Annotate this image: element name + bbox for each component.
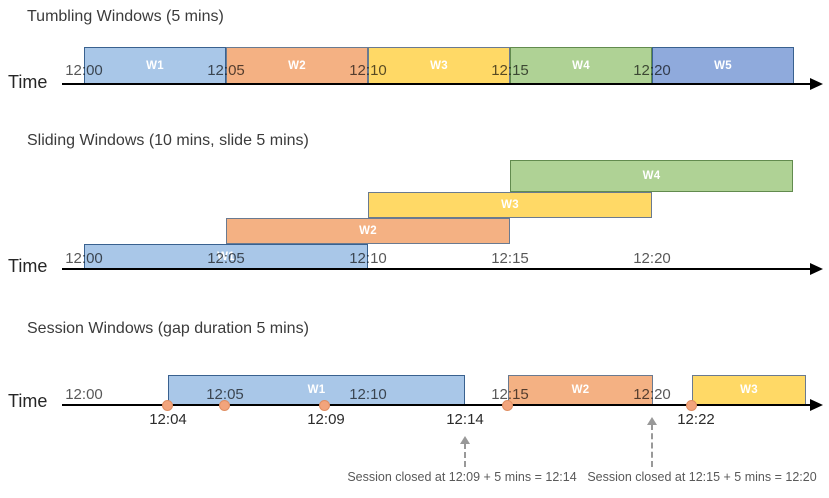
tumbling-axis-arrowhead-icon bbox=[810, 78, 823, 90]
window-label: W1 bbox=[307, 384, 326, 396]
window-w1: W1 bbox=[84, 244, 368, 269]
window-w2: W2 bbox=[508, 375, 653, 405]
tumbling-section-title: Tumbling Windows (5 mins) bbox=[27, 8, 224, 25]
window-label: W4 bbox=[572, 59, 590, 72]
session-closed-annotation: Session closed at 12:15 + 5 mins = 12:20 bbox=[587, 470, 817, 484]
window-label: W1 bbox=[146, 59, 164, 72]
sliding-time-axis-label: Time bbox=[8, 256, 48, 276]
callout-arrowhead-icon bbox=[647, 417, 657, 425]
sliding-time-axis-line bbox=[62, 268, 812, 270]
window-label: W3 bbox=[430, 59, 448, 72]
window-w5: W5 bbox=[652, 47, 794, 84]
time-tick-label: 12:15 bbox=[491, 250, 529, 267]
callout-arrow-stem bbox=[464, 443, 466, 467]
session-section-title: Session Windows (gap duration 5 mins) bbox=[27, 320, 309, 337]
session-time-axis-label: Time bbox=[8, 391, 48, 411]
window-w3: W3 bbox=[692, 375, 806, 405]
window-label: W2 bbox=[359, 225, 377, 237]
time-tick-label: 12:05 bbox=[207, 250, 245, 267]
window-w4: W4 bbox=[510, 160, 793, 192]
callout-arrow-stem bbox=[651, 424, 653, 467]
event-dot bbox=[162, 400, 173, 411]
time-tick-label: 12:05 bbox=[207, 62, 245, 79]
event-dot bbox=[502, 400, 513, 411]
time-tick-label: 12:00 bbox=[65, 62, 103, 79]
event-dot bbox=[219, 400, 230, 411]
window-label: W1 bbox=[217, 250, 235, 263]
window-w3: W3 bbox=[368, 192, 652, 218]
time-tick-label: 12:00 bbox=[65, 386, 103, 403]
time-tick-label: 12:00 bbox=[65, 250, 103, 267]
session-axis-arrowhead-icon bbox=[810, 399, 823, 411]
window-w4: W4 bbox=[510, 47, 652, 84]
window-label: W5 bbox=[714, 59, 732, 72]
event-time-label: 12:04 bbox=[149, 411, 187, 428]
window-label: W2 bbox=[288, 59, 306, 72]
event-dot bbox=[686, 400, 697, 411]
window-label: W3 bbox=[501, 199, 519, 211]
window-w1: W1 bbox=[84, 47, 226, 84]
time-tick-label: 12:20 bbox=[633, 62, 671, 79]
time-tick-label: 12:05 bbox=[206, 386, 244, 403]
event-dot bbox=[319, 400, 330, 411]
window-w2: W2 bbox=[226, 218, 510, 244]
time-tick-label: 12:15 bbox=[491, 386, 529, 403]
window-label: W4 bbox=[642, 170, 661, 182]
session-time-axis-line bbox=[62, 404, 812, 406]
tumbling-time-axis-line bbox=[62, 83, 812, 85]
tumbling-time-axis-label: Time bbox=[8, 72, 48, 92]
callout-arrowhead-icon bbox=[460, 436, 470, 444]
event-time-label: 12:14 bbox=[446, 411, 484, 428]
event-time-label: 12:09 bbox=[307, 411, 345, 428]
time-tick-label: 12:10 bbox=[349, 250, 387, 267]
window-label: W2 bbox=[571, 384, 590, 396]
time-tick-label: 12:15 bbox=[491, 62, 529, 79]
time-tick-label: 12:20 bbox=[633, 386, 671, 403]
sliding-section-title: Sliding Windows (10 mins, slide 5 mins) bbox=[27, 132, 309, 149]
time-tick-label: 12:10 bbox=[349, 62, 387, 79]
session-closed-annotation: Session closed at 12:09 + 5 mins = 12:14 bbox=[347, 470, 577, 484]
window-w2: W2 bbox=[226, 47, 368, 84]
time-tick-label: 12:20 bbox=[633, 250, 671, 267]
sliding-axis-arrowhead-icon bbox=[810, 263, 823, 275]
event-time-label: 12:22 bbox=[677, 411, 715, 428]
time-tick-label: 12:10 bbox=[349, 386, 387, 403]
window-label: W3 bbox=[740, 384, 758, 396]
